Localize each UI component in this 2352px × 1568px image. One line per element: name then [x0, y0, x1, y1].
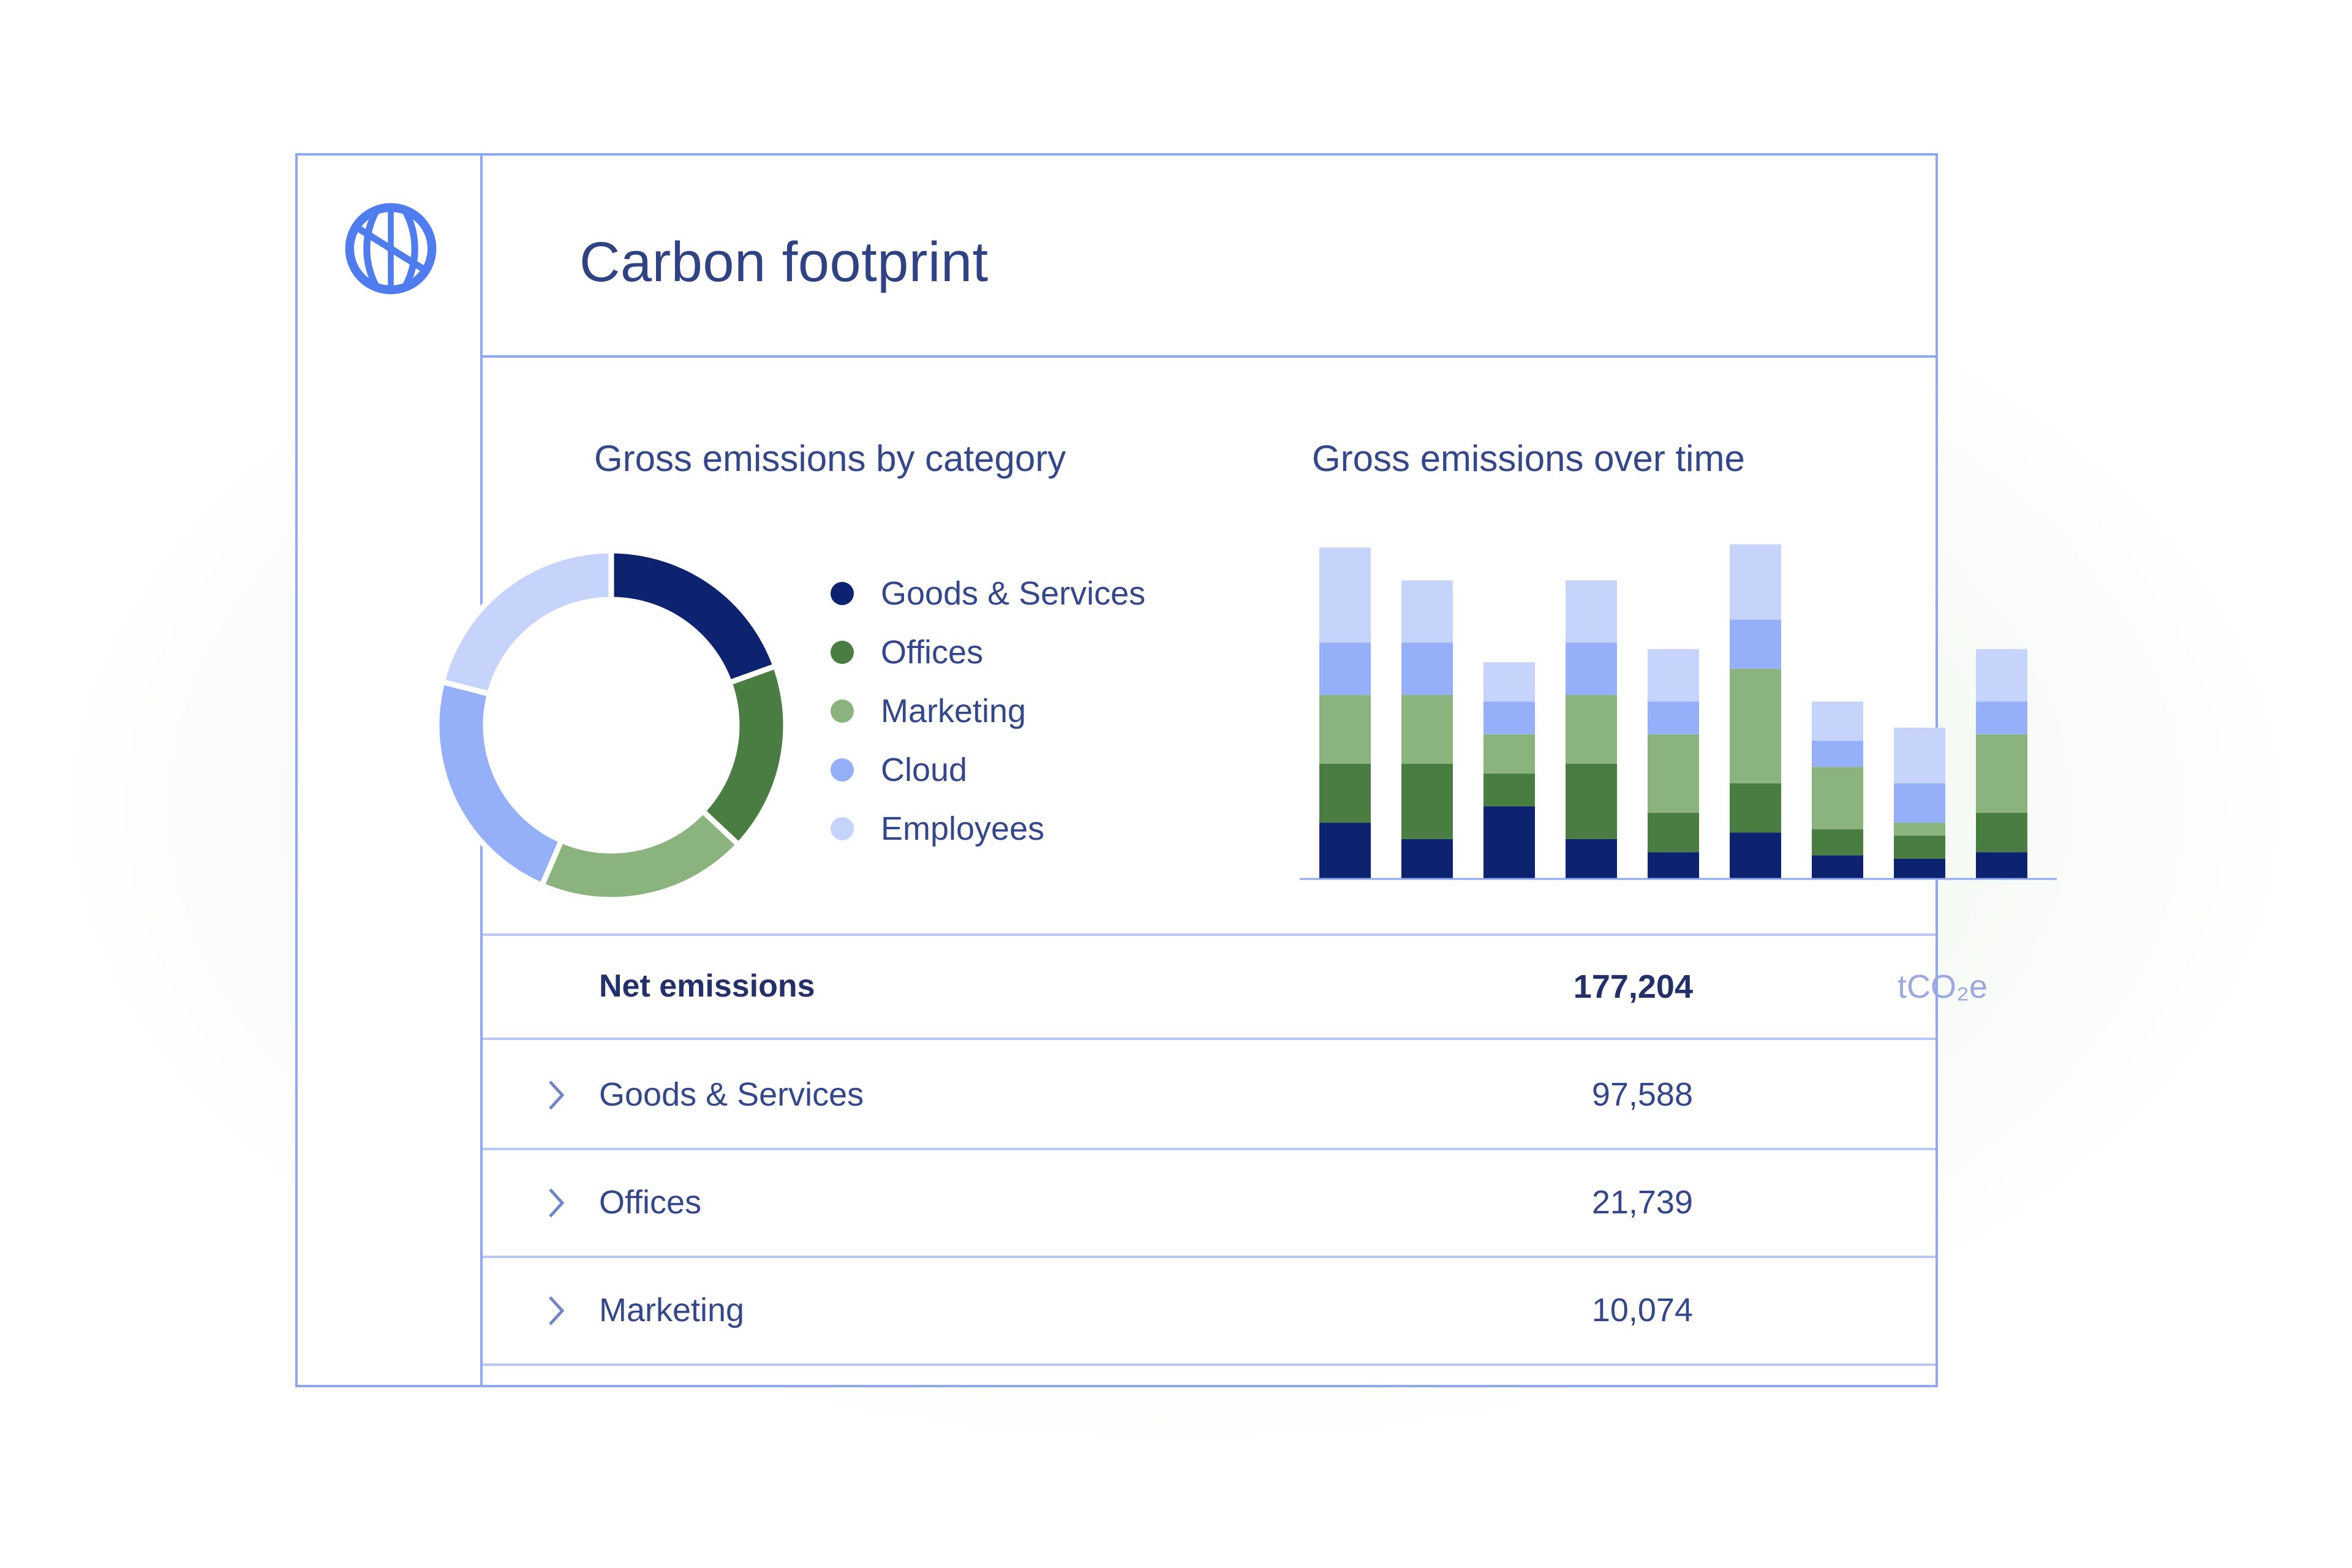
donut-slice-cloud — [434, 678, 565, 889]
table-row[interactable]: Goods & Services 97,588 — [483, 1041, 1936, 1148]
divider — [483, 1038, 1936, 1040]
page-title: Carbon footprint — [579, 231, 989, 293]
row-label: Marketing — [599, 1292, 745, 1329]
donut-chart — [434, 548, 789, 903]
legend-swatch — [831, 641, 854, 664]
chevron-right-icon[interactable] — [544, 1294, 568, 1328]
chevron-right-icon[interactable] — [544, 1078, 568, 1112]
legend-swatch — [831, 699, 854, 723]
legend-label: Employees — [881, 810, 1045, 847]
bar-segment-offices — [1894, 835, 1945, 859]
bar-segment-employees — [1730, 544, 1781, 620]
donut-slice-goods-services — [608, 548, 779, 687]
bar-segment-cloud — [1894, 783, 1945, 823]
legend-swatch — [831, 758, 854, 782]
bar-segment-goods-services — [1483, 806, 1535, 878]
legend-label: Goods & Services — [881, 575, 1146, 612]
row-label: Offices — [599, 1184, 702, 1221]
bar-segment-employees — [1812, 701, 1863, 741]
bar-segment-marketing — [1812, 767, 1863, 829]
bar-segment-employees — [1894, 728, 1945, 783]
stacked-bar-chart — [1300, 544, 2057, 880]
legend-label: Cloud — [881, 752, 968, 788]
bar-segment-cloud — [1976, 701, 2027, 734]
legend-item: Employees — [831, 801, 1259, 856]
net-emissions-label: Net emissions — [599, 968, 815, 1004]
bar-segment-employees — [1483, 662, 1535, 702]
row-label: Goods & Services — [599, 1076, 864, 1113]
bar-segment-offices — [1812, 829, 1863, 856]
legend-item: Offices — [831, 625, 1259, 680]
chevron-right-icon[interactable] — [544, 1186, 568, 1220]
bar-segment-marketing — [1401, 695, 1453, 764]
legend-swatch — [831, 817, 854, 840]
bar-segment-cloud — [1566, 643, 1617, 695]
bar-segment-offices — [1319, 763, 1371, 823]
net-emissions-value: 177,204 — [1573, 968, 1693, 1005]
legend-item: Marketing — [831, 684, 1259, 739]
divider — [483, 1256, 1936, 1258]
bar-segment-marketing — [1730, 668, 1781, 783]
bar-segment-cloud — [1812, 741, 1863, 767]
bar-segment-goods-services — [1894, 858, 1945, 878]
bar-segment-goods-services — [1648, 852, 1699, 878]
bar-segment-goods-services — [1730, 832, 1781, 878]
bar-segment-offices — [1401, 763, 1453, 839]
row-value: 21,739 — [1591, 1184, 1693, 1221]
bar-segment-offices — [1730, 783, 1781, 833]
divider — [483, 1148, 1936, 1150]
bar-segment-goods-services — [1812, 855, 1863, 878]
table-row[interactable]: Offices 21,739 — [483, 1149, 1936, 1256]
divider — [483, 933, 1936, 936]
bar-segment-offices — [1976, 813, 2027, 853]
legend-label: Marketing — [881, 693, 1027, 729]
bar-segment-employees — [1566, 580, 1617, 643]
donut-slice-marketing — [538, 807, 743, 903]
bar-segment-goods-services — [1319, 823, 1371, 878]
bar-segment-offices — [1648, 813, 1699, 853]
bar-segment-marketing — [1648, 734, 1699, 813]
row-value: 97,588 — [1591, 1076, 1693, 1113]
divider — [483, 1363, 1936, 1366]
bar-segment-cloud — [1730, 619, 1781, 669]
net-emissions-unit: tCO₂e — [1898, 968, 1988, 1005]
globe-icon[interactable] — [342, 200, 440, 298]
legend-item: Goods & Services — [831, 566, 1259, 621]
bar-segment-marketing — [1483, 734, 1535, 774]
bar-segment-cloud — [1319, 643, 1371, 695]
bar-segment-cloud — [1648, 701, 1699, 734]
donut-chart-title: Gross emissions by category — [594, 438, 1066, 479]
table-row[interactable]: Marketing 10,074 — [483, 1257, 1936, 1363]
bar-segment-marketing — [1319, 695, 1371, 764]
net-emissions-row: Net emissions 177,204 tCO₂e — [483, 933, 1988, 1038]
bar-segment-employees — [1319, 548, 1371, 643]
bar-segment-cloud — [1483, 701, 1535, 734]
bar-segment-marketing — [1894, 823, 1945, 836]
bar-segment-marketing — [1976, 734, 2027, 813]
legend-item: Cloud — [831, 742, 1259, 797]
donut-slice-offices — [699, 662, 789, 849]
bar-chart-title: Gross emissions over time — [1312, 438, 1745, 479]
bar-segment-goods-services — [1401, 839, 1453, 878]
row-value: 10,074 — [1591, 1292, 1693, 1329]
bar-segment-offices — [1566, 763, 1617, 839]
bar-segment-goods-services — [1566, 839, 1617, 878]
donut-slice-employees — [439, 548, 614, 698]
bar-segment-cloud — [1401, 643, 1453, 695]
bar-segment-marketing — [1566, 695, 1617, 764]
page-header: Carbon footprint — [483, 156, 1936, 358]
legend-swatch — [831, 582, 854, 605]
bar-segment-goods-services — [1976, 852, 2027, 878]
app-window: Carbon footprint Gross emissions by cate… — [295, 153, 2057, 1387]
bar-segment-employees — [1648, 649, 1699, 702]
bar-segment-offices — [1483, 773, 1535, 807]
legend-label: Offices — [881, 634, 984, 671]
bar-segment-employees — [1976, 649, 2027, 702]
bar-segment-employees — [1401, 580, 1453, 643]
